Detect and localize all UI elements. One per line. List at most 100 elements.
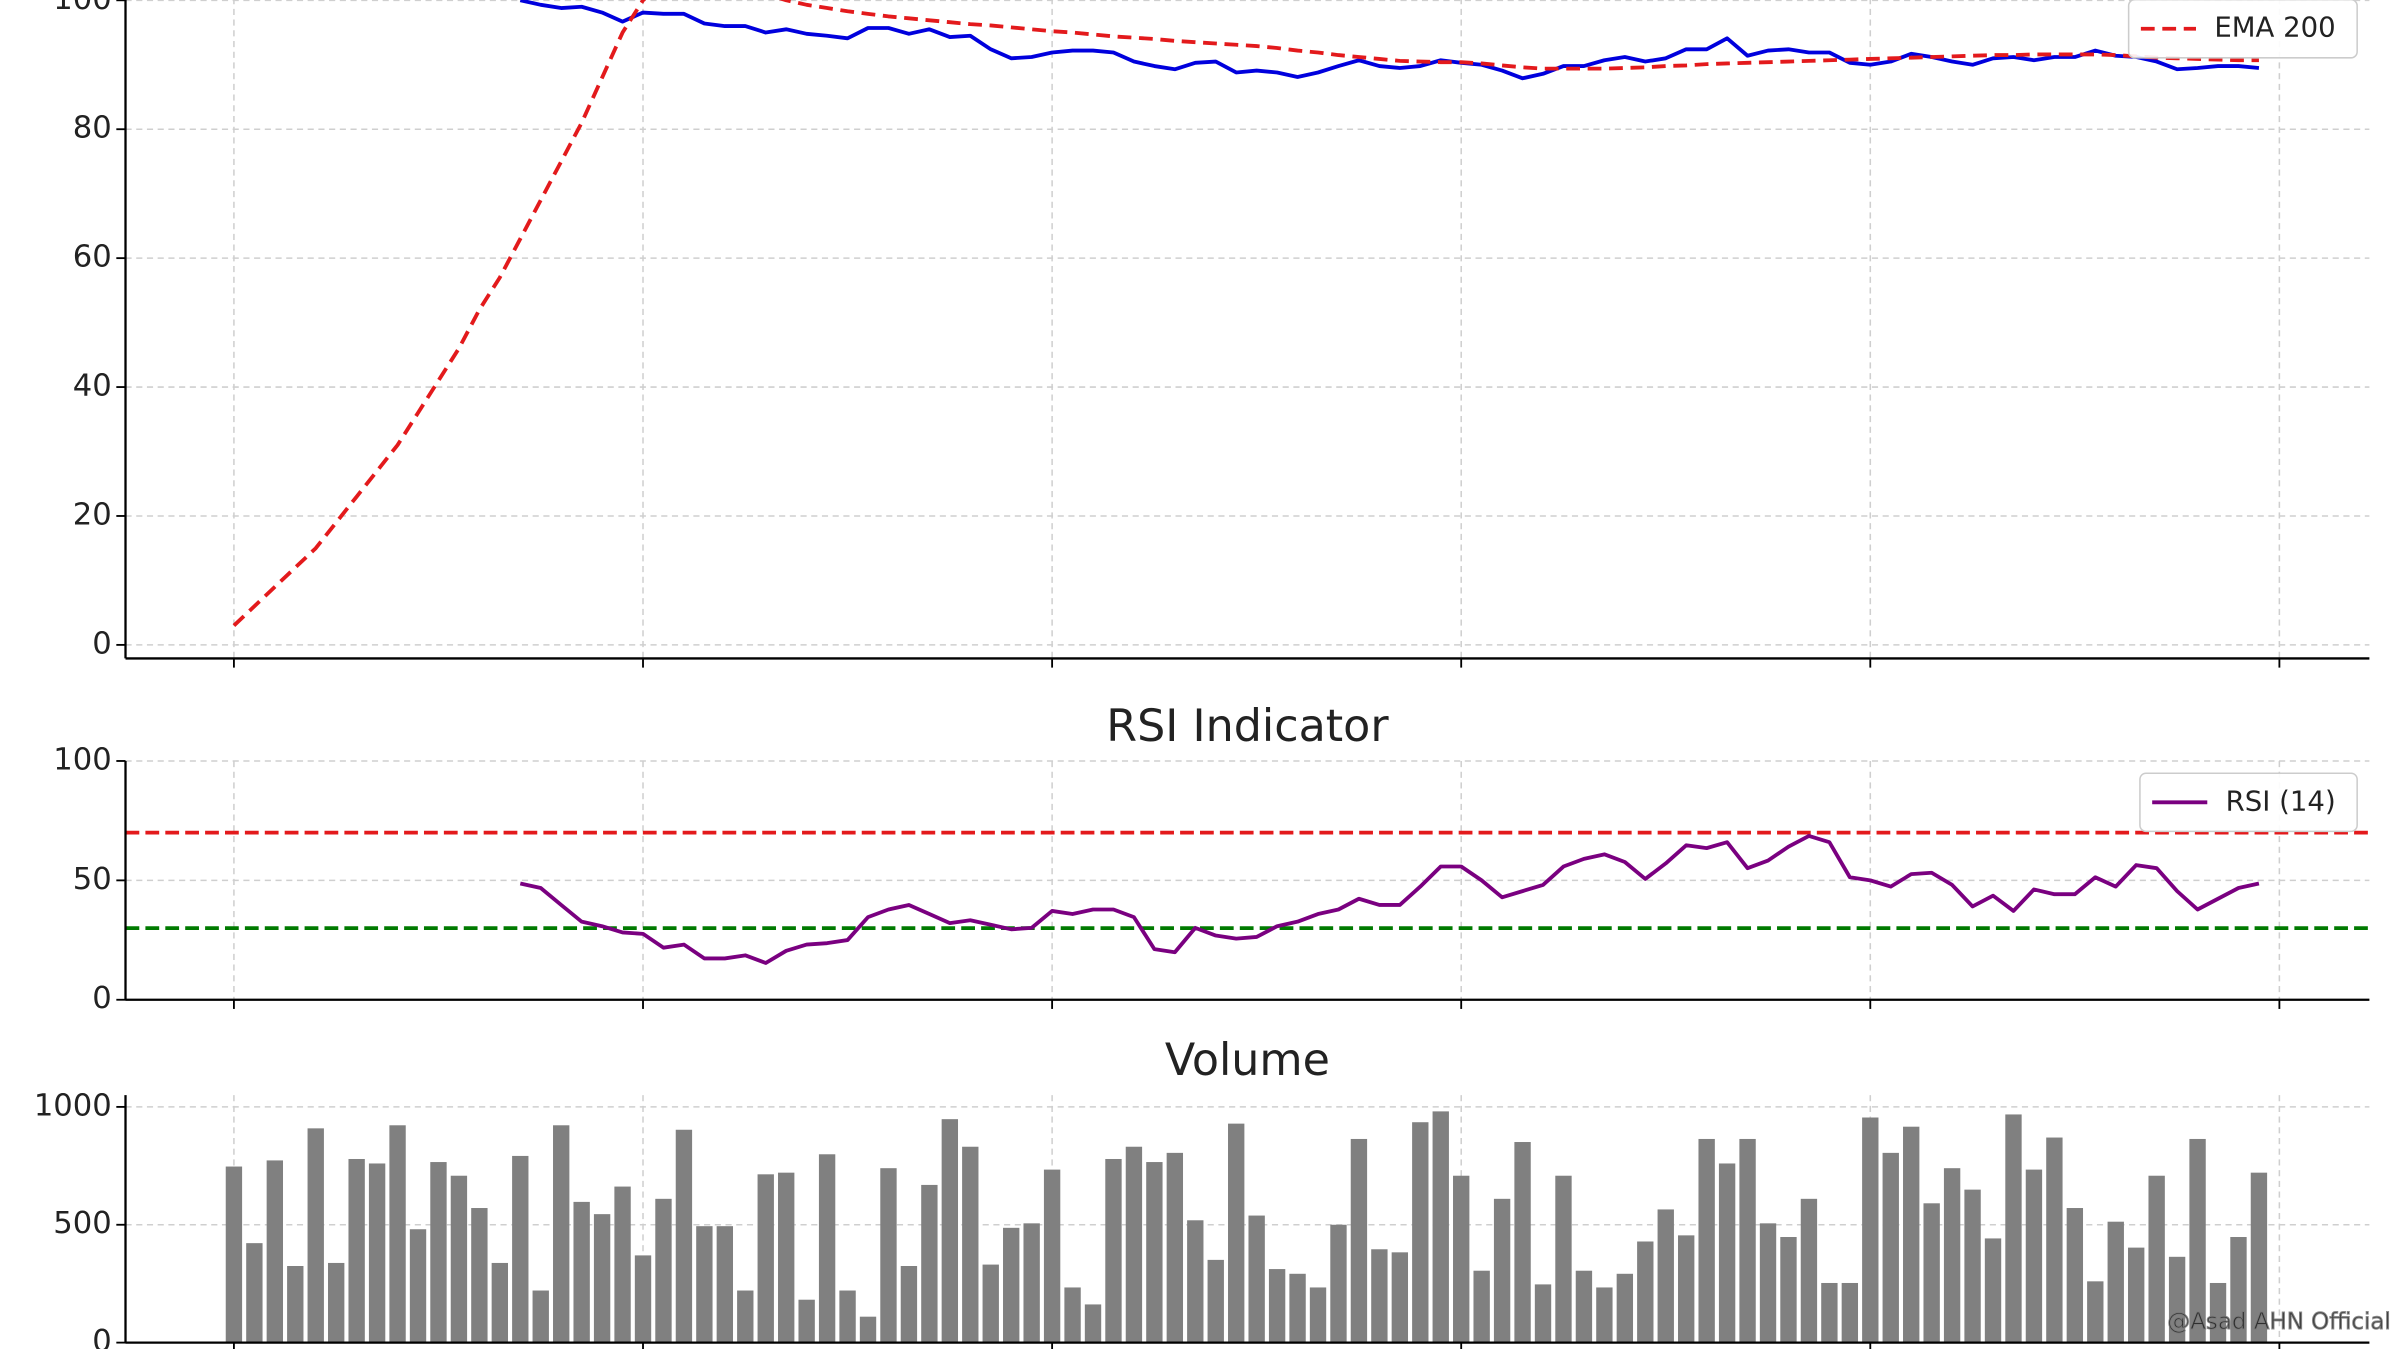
bar — [2046, 1137, 2063, 1343]
bar — [2230, 1237, 2247, 1343]
bar — [1718, 1163, 1736, 1343]
bar — [1371, 1249, 1388, 1343]
bar — [1473, 1270, 1490, 1343]
legend: RSI (14) — [2139, 772, 2358, 833]
y-tick-label: 100 — [53, 0, 111, 17]
bar — [880, 1168, 897, 1343]
y-tick-label: 60 — [73, 240, 112, 275]
y-tick-label: 500 — [53, 1206, 111, 1241]
bar — [287, 1266, 304, 1343]
series-line — [519, 834, 2260, 965]
bar — [471, 1208, 488, 1343]
bar — [593, 1214, 611, 1343]
bar — [798, 1299, 815, 1343]
bar — [1350, 1138, 1368, 1343]
watermark: @Asad AHN Official — [2167, 1309, 2391, 1335]
bar — [2128, 1247, 2145, 1343]
bar — [859, 1316, 877, 1343]
y-tick-label: 0 — [92, 626, 111, 661]
bar — [1187, 1220, 1204, 1343]
panel-title: Volume — [1165, 1035, 1330, 1086]
bar — [1555, 1175, 1572, 1343]
bar — [307, 1128, 324, 1343]
bar — [1698, 1138, 1715, 1343]
bar — [1289, 1273, 1306, 1343]
legend: EMA 200 — [2127, 0, 2358, 59]
bar — [1943, 1168, 1961, 1343]
bar — [614, 1186, 631, 1343]
bar — [491, 1262, 509, 1343]
bar — [1493, 1198, 1511, 1343]
y-tick-label: 100 — [53, 742, 111, 777]
bar — [1391, 1252, 1409, 1343]
bar — [2107, 1221, 2124, 1343]
bar — [1984, 1238, 2002, 1343]
panel: 0 20 40 60 80 100 EMA 200 — [53, 0, 2370, 668]
bar — [1739, 1138, 1756, 1343]
bar — [2087, 1281, 2104, 1343]
panel: 0 50 100 RSI Indicator RSI (14) — [53, 701, 2370, 1016]
bar — [1207, 1259, 1224, 1343]
bar — [2066, 1208, 2084, 1343]
bar — [716, 1226, 734, 1343]
bar — [1146, 1162, 1163, 1343]
bar — [2168, 1256, 2186, 1343]
legend-label: RSI (14) — [2226, 785, 2336, 817]
bar — [1575, 1270, 1593, 1343]
bar — [962, 1146, 979, 1343]
bar — [1637, 1241, 1654, 1343]
bar — [1882, 1152, 1899, 1343]
bar — [1105, 1158, 1122, 1343]
series-line — [232, 0, 2259, 627]
bar — [1125, 1146, 1143, 1343]
bar — [900, 1266, 918, 1343]
bar — [389, 1125, 406, 1343]
y-tick-label: 80 — [73, 111, 112, 146]
panel-title: RSI Indicator — [1106, 701, 1389, 752]
bar — [225, 1166, 243, 1343]
y-tick-label: 20 — [73, 497, 112, 532]
bar — [1821, 1282, 1838, 1343]
bar — [2025, 1169, 2043, 1343]
bar — [328, 1262, 345, 1343]
bar — [1841, 1282, 1859, 1343]
y-tick-label: 0 — [92, 981, 111, 1016]
bar — [1084, 1304, 1102, 1343]
bar — [532, 1290, 549, 1343]
bar — [1064, 1287, 1081, 1343]
bar — [982, 1264, 999, 1343]
bar — [1759, 1223, 1777, 1343]
bar — [1534, 1284, 1552, 1343]
bar — [675, 1129, 693, 1343]
legend-box — [2127, 0, 2358, 59]
legend-box — [2139, 772, 2358, 833]
y-tick-label: 0 — [92, 1324, 111, 1349]
bar — [1268, 1269, 1286, 1343]
bar — [450, 1175, 468, 1343]
bar — [430, 1162, 447, 1343]
bar — [409, 1229, 427, 1343]
bar — [1432, 1111, 1449, 1343]
bar — [655, 1198, 672, 1343]
bar — [778, 1172, 795, 1343]
bar — [2250, 1172, 2268, 1343]
bar — [1023, 1223, 1040, 1343]
bar — [1043, 1169, 1061, 1343]
bar — [1309, 1287, 1327, 1343]
bar — [1964, 1189, 1981, 1343]
y-tick-label: 50 — [73, 862, 112, 897]
bar — [512, 1155, 529, 1343]
bar — [1514, 1142, 1531, 1343]
bar — [1678, 1235, 1695, 1343]
bar — [1616, 1273, 1634, 1343]
bar — [818, 1154, 836, 1343]
bar — [2005, 1114, 2022, 1343]
bar — [1412, 1122, 1429, 1343]
bar — [941, 1119, 959, 1343]
bar — [1800, 1198, 1818, 1343]
bar — [1453, 1175, 1470, 1343]
series-line — [519, 0, 2260, 81]
bar — [2148, 1175, 2165, 1343]
bar — [1248, 1215, 1265, 1343]
